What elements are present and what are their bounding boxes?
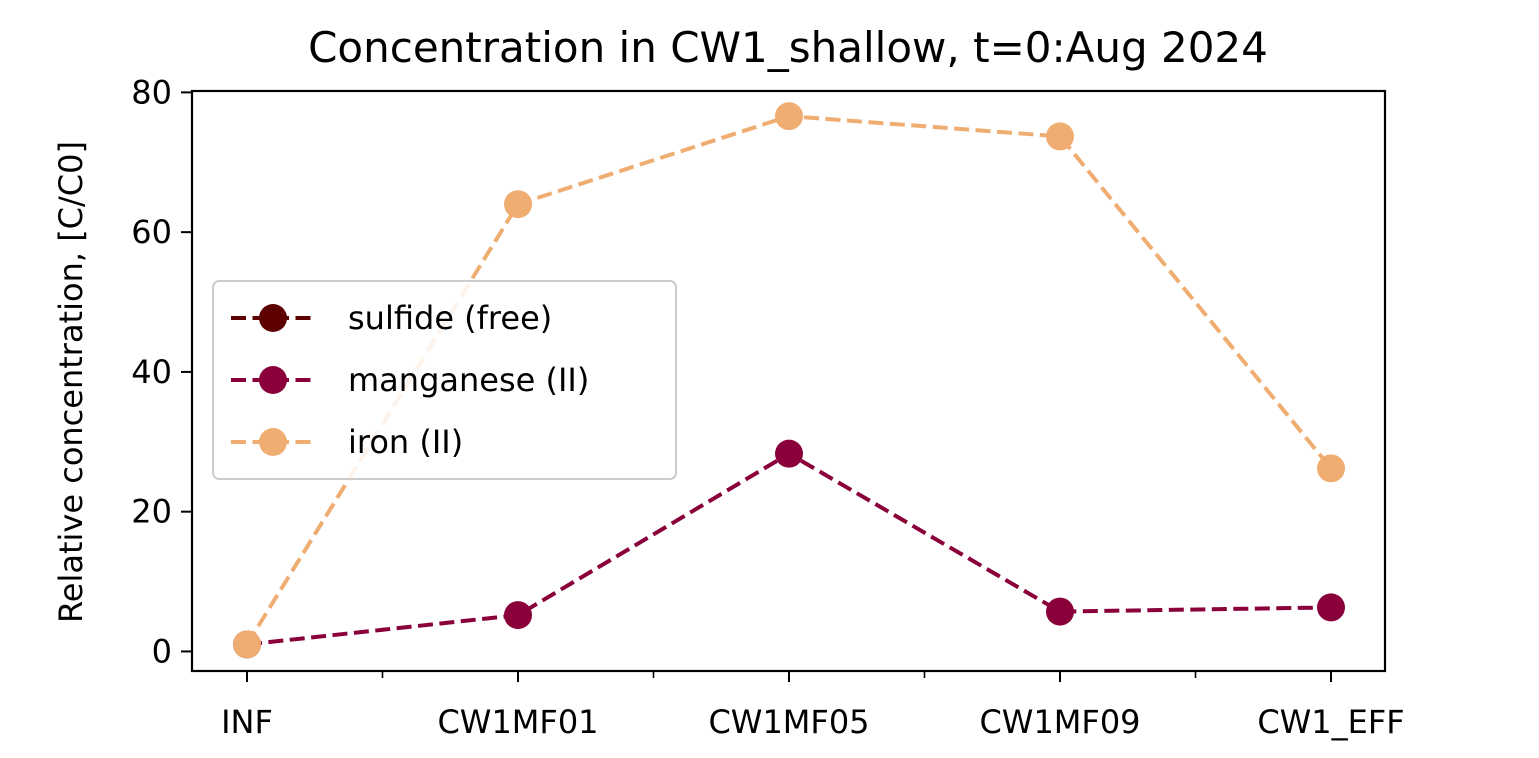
legend-marker: [259, 366, 287, 394]
x-tick-label: INF: [221, 703, 273, 741]
x-tick-label: CW1MF05: [708, 703, 869, 741]
chart-title: Concentration in CW1_shallow, t=0:Aug 20…: [308, 23, 1268, 72]
y-tick-label: 80: [131, 73, 172, 111]
y-tick-label: 40: [131, 353, 172, 391]
y-tick-label: 20: [131, 493, 172, 531]
legend-label: iron (II): [348, 423, 463, 461]
legend-marker: [259, 304, 287, 332]
legend-label: manganese (II): [348, 361, 589, 399]
data-point: [1046, 597, 1074, 626]
data-point: [504, 190, 532, 219]
data-point: [775, 102, 803, 131]
axes: 0 20 40 60 80 INF CW1MF01 CW1MF05 CW1MF09 CW1_EFF: [131, 73, 1404, 741]
x-tick-label: CW1_EFF: [1257, 703, 1404, 741]
data-point: [233, 630, 261, 659]
legend-box: [212, 280, 677, 480]
legend: sulfide (free) manganese (II) iron (II): [212, 280, 677, 480]
x-tick-label: CW1MF09: [979, 703, 1140, 741]
series-line-1: [246, 451, 1332, 647]
data-point: [1317, 593, 1345, 622]
data-point: [1046, 122, 1074, 151]
data-point: [1317, 454, 1345, 483]
data-point: [504, 601, 532, 630]
data-point: [775, 439, 803, 468]
y-tick-label: 0: [152, 632, 172, 670]
y-tick-label: 60: [131, 213, 172, 251]
legend-marker: [259, 428, 287, 456]
x-tick-label: CW1MF01: [437, 703, 598, 741]
y-axis-label: Relative concentration, [C/C0]: [52, 141, 90, 623]
legend-label: sulfide (free): [348, 299, 552, 337]
